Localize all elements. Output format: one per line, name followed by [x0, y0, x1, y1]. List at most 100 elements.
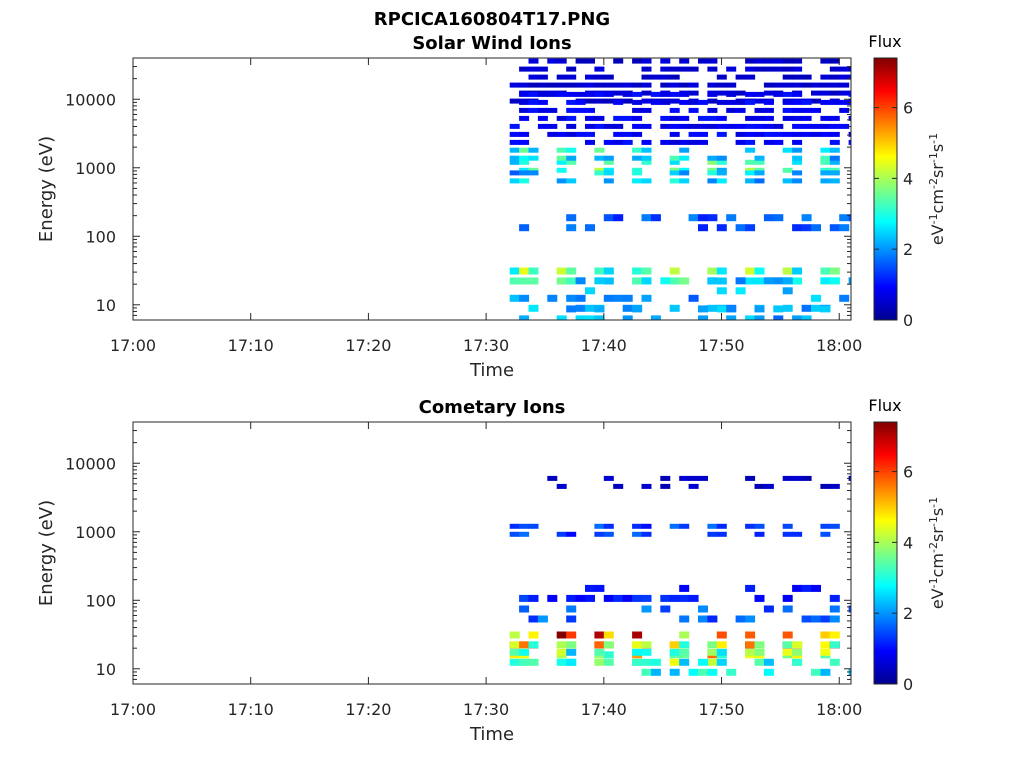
spectrogram-cell: [801, 115, 812, 121]
spectrogram-cell: [641, 155, 652, 161]
spectrogram-cell: [519, 523, 530, 529]
spectrogram-cell: [763, 139, 774, 145]
x-tick-label: 17:00: [110, 700, 156, 719]
spectrogram-cell: [716, 658, 727, 666]
spectrogram-cell: [603, 139, 614, 145]
spectrogram-cell: [782, 82, 793, 88]
spectrogram-cell: [735, 99, 746, 105]
spectrogram-cell: [754, 123, 765, 129]
spectrogram-cell: [754, 167, 765, 173]
spectrogram-cell: [811, 131, 821, 137]
spectrogram-cell: [773, 139, 784, 145]
spectrogram-cell: [613, 82, 624, 88]
spectrogram-cell: [585, 139, 595, 145]
spectrogram-cell: [509, 170, 520, 176]
spectrogram-cell: [537, 615, 548, 623]
spectrogram-cell: [575, 99, 586, 105]
spectrogram-cell: [660, 99, 671, 105]
spectrogram-cell: [726, 305, 737, 313]
spectrogram-cell: [669, 139, 680, 145]
plot-frame-cometary: [132, 421, 852, 685]
colorbar-tick-label: 6: [903, 463, 913, 482]
spectrogram-cell: [528, 99, 539, 105]
spectrogram-cell: [754, 523, 765, 529]
spectrogram-cell: [641, 123, 652, 129]
spectrogram-cell: [829, 594, 840, 602]
spectrogram-cell: [716, 267, 727, 275]
y-tick-label: 10: [96, 660, 116, 679]
spectrogram-cell: [820, 668, 831, 676]
spectrogram-cell: [603, 167, 614, 173]
spectrogram-cell: [754, 305, 765, 313]
spectrogram-cell: [556, 315, 567, 320]
spectrogram-cell: [698, 58, 708, 64]
spectrogram-cell: [829, 615, 840, 623]
spectrogram-cell: [603, 523, 614, 529]
spectrogram-cell: [509, 159, 520, 165]
spectrogram-cell: [660, 115, 671, 121]
spectrogram-cell: [792, 315, 803, 320]
x-tick-label: 17:20: [345, 700, 391, 719]
spectrogram-cell: [669, 115, 680, 121]
spectrogram-cell: [754, 178, 765, 184]
spectrogram-cell: [716, 170, 727, 176]
spectrogram-cell: [707, 615, 718, 623]
spectrogram-cell: [660, 74, 671, 80]
spectrogram-cell: [613, 131, 624, 137]
y-tick-label: 100: [85, 591, 116, 610]
spectrogram-cell: [679, 99, 690, 105]
spectrogram-cell: [716, 287, 727, 295]
spectrogram-cell: [641, 668, 652, 676]
spectrogram-cell: [839, 123, 850, 129]
spectrogram-cell: [726, 66, 737, 72]
spectrogram-cell: [679, 178, 690, 184]
spectrogram-cell: [641, 147, 652, 153]
spectrogram-cell: [519, 170, 530, 176]
colorbar-solar-wind: Flux 0 2 4 6 eV-1cm-2sr-1s-1: [868, 32, 947, 330]
spectrogram-cell: [763, 99, 774, 105]
spectrogram-cell: [509, 178, 520, 184]
spectrogram-cell: [613, 294, 624, 302]
spectrogram-cell: [576, 51, 586, 56]
spectrogram-cell: [707, 155, 718, 161]
spectrogram-cell: [735, 74, 746, 80]
spectrogram-cell: [829, 147, 840, 153]
spectrogram-cell: [763, 483, 774, 489]
spectrogram-cell: [641, 82, 652, 88]
spectrogram-cell: [547, 294, 558, 302]
spectrogram-cell: [782, 648, 793, 656]
spectrogram-cell: [698, 605, 708, 613]
colorbar-units-solar-wind: eV-1cm-2sr-1s-1: [927, 133, 948, 245]
spectrogram-cell: [839, 214, 850, 222]
spectrogram-cell: [773, 214, 784, 222]
spectrogram-cell: [763, 66, 774, 72]
spectrogram-cell: [716, 82, 727, 88]
spectrogram-cell: [763, 90, 774, 96]
spectrogram-cell: [754, 159, 765, 165]
colorbar-title-cometary: Flux: [868, 396, 901, 415]
spectrogram-cell: [754, 115, 765, 121]
spectrogram-cell: [763, 668, 774, 676]
x-tick-label: 18:00: [816, 700, 862, 719]
spectrogram-cell: [726, 99, 737, 105]
spectrogram-cell: [782, 58, 793, 64]
spectrogram-cell: [716, 523, 727, 529]
spectrogram-cell: [754, 315, 765, 320]
spectrogram-cell: [679, 648, 690, 656]
spectrogram-cell: [669, 66, 680, 72]
spectrogram-cell: [537, 99, 548, 105]
spectrogram-cell: [773, 123, 784, 129]
spectrogram-cell: [792, 74, 803, 80]
spectrogram-cell: [745, 631, 756, 639]
spectrogram-cell: [641, 658, 652, 666]
spectrogram-cell: [698, 668, 708, 676]
spectrogram-cell: [585, 287, 595, 295]
spectrogram-cell: [594, 123, 605, 129]
spectrogram-cell: [594, 91, 605, 97]
spectrogram-cell: [839, 51, 849, 56]
x-axis-label-solar-wind: Time: [469, 360, 514, 381]
spectrogram-cell: [547, 475, 558, 481]
spectrogram-cell: [660, 82, 671, 88]
spectrogram-cell: [623, 51, 633, 56]
